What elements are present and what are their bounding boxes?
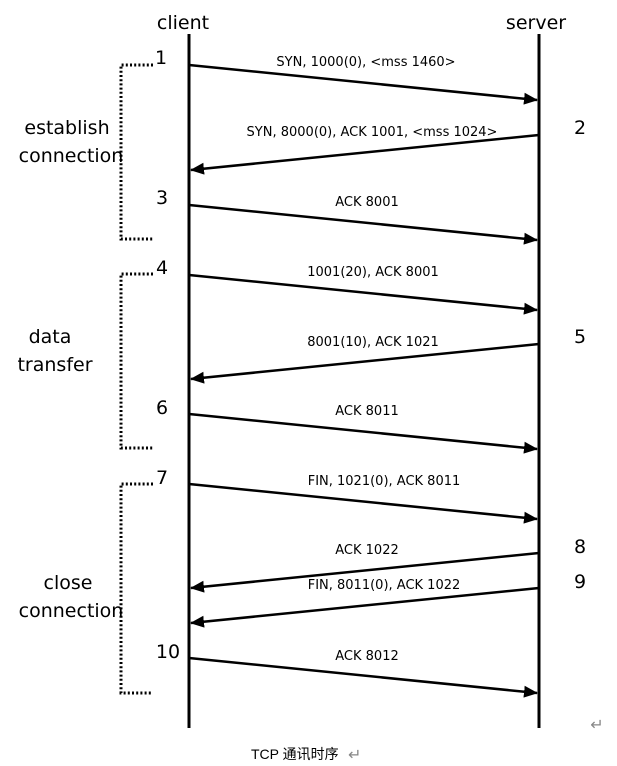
message-label: 8001(10), ACK 1021 (307, 335, 439, 350)
diagram-caption: TCP 通讯时序 (251, 746, 339, 762)
step-number: 8 (574, 536, 586, 558)
message-label: ACK 1022 (335, 543, 398, 558)
step-number: 1 (155, 47, 167, 69)
phase-label: connection (19, 145, 124, 167)
step-number: 7 (156, 467, 168, 489)
message-arrow (190, 133, 540, 175)
message-arrow (188, 273, 538, 315)
message-arrow (188, 412, 538, 454)
step-number: 5 (574, 326, 586, 348)
message-arrow (190, 551, 540, 593)
phase-label: establish (24, 117, 109, 139)
phase-bracket-establish (119, 63, 153, 241)
step-number: 10 (156, 641, 180, 663)
phase-label: data (29, 326, 72, 348)
step-number: 6 (156, 397, 168, 419)
step-number: 9 (574, 571, 586, 593)
message-arrow (190, 342, 540, 384)
step-number: 3 (156, 187, 168, 209)
message-label: 1001(20), ACK 8001 (307, 265, 439, 280)
message-label: SYN, 8000(0), ACK 1001, <mss 1024> (247, 125, 498, 140)
phase-bracket-data (119, 272, 153, 450)
message-label: FIN, 1021(0), ACK 8011 (308, 474, 461, 489)
step-number: 2 (574, 117, 586, 139)
phase-label: connection (19, 600, 124, 622)
client-header: client (157, 12, 209, 34)
phase-label: transfer (17, 354, 92, 376)
message-label: ACK 8001 (335, 195, 398, 210)
message-label: ACK 8012 (335, 649, 398, 664)
message-label: ACK 8011 (335, 404, 398, 419)
message-arrow (188, 63, 538, 105)
server-header: server (506, 12, 566, 34)
return-mark: ↵ (590, 715, 603, 734)
message-label: FIN, 8011(0), ACK 1022 (308, 578, 461, 593)
message-arrow (188, 482, 538, 524)
step-number: 4 (156, 257, 168, 279)
caption-return-mark: ↵ (348, 745, 361, 764)
message-arrow (188, 656, 538, 698)
message-arrow (190, 586, 540, 628)
message-arrow (188, 203, 538, 245)
phase-label: close (44, 572, 93, 594)
phase-bracket-close (119, 482, 153, 695)
message-label: SYN, 1000(0), <mss 1460> (276, 55, 455, 70)
